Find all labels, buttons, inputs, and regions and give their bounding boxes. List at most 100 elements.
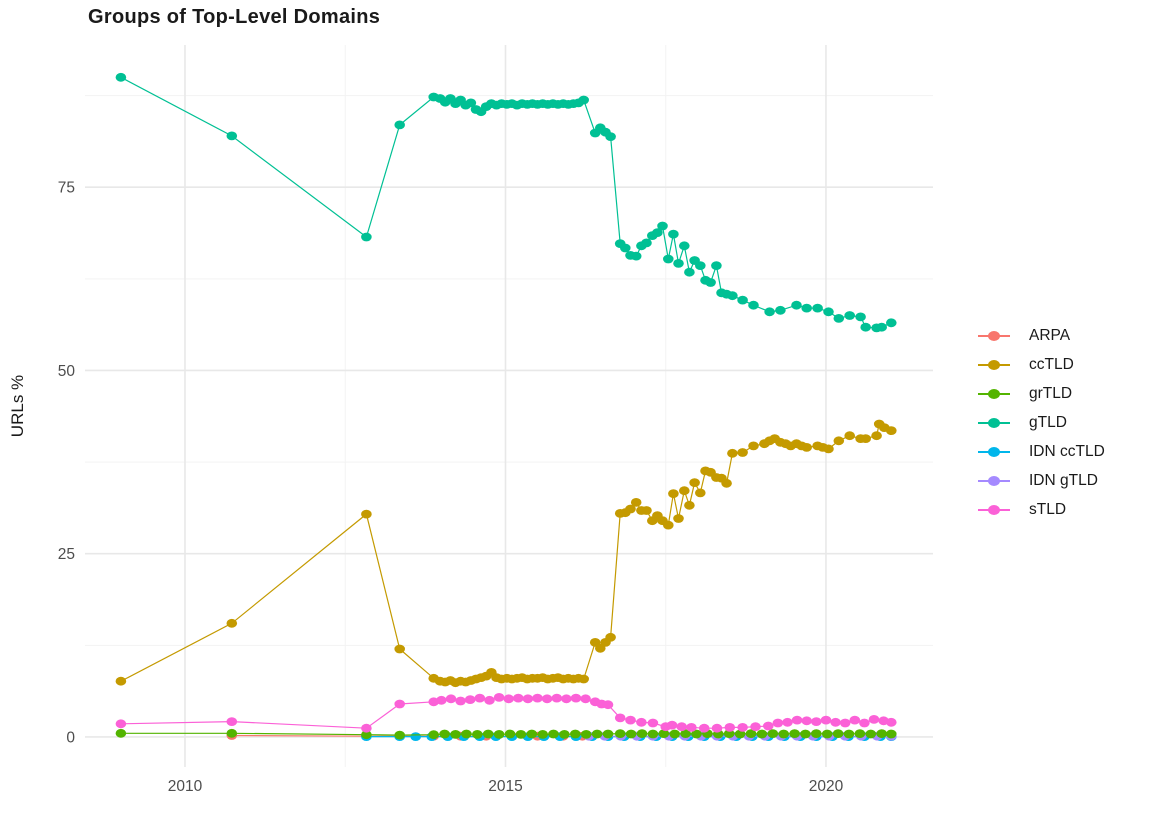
data-point	[865, 729, 877, 739]
legend-key-idn-cctld-icon	[978, 446, 1010, 457]
data-point	[647, 729, 659, 739]
data-point	[657, 221, 668, 231]
legend-key-grtld-icon	[978, 388, 1010, 399]
data-point	[684, 267, 695, 277]
data-point	[578, 95, 589, 105]
data-point	[394, 120, 406, 130]
data-point	[578, 674, 589, 684]
data-point	[636, 717, 647, 727]
y-tick-label: 25	[58, 546, 75, 563]
legend-label: ARPA	[1029, 326, 1071, 344]
legend-item-arpa: ARPA	[978, 321, 1105, 350]
data-point	[591, 729, 603, 739]
data-point	[886, 426, 897, 435]
data-point	[636, 729, 648, 738]
data-point	[439, 729, 450, 739]
data-point	[464, 695, 476, 704]
data-point	[532, 693, 543, 703]
data-point	[570, 693, 582, 703]
legend-key-idn-gtld-icon	[978, 475, 1010, 486]
legend-label: IDN gTLD	[1029, 471, 1098, 489]
legend-label: sTLD	[1029, 500, 1067, 518]
data-point	[876, 322, 887, 332]
data-point	[854, 729, 866, 738]
data-point	[764, 307, 775, 317]
data-point	[679, 486, 690, 496]
data-point	[801, 716, 812, 726]
data-point	[625, 504, 636, 514]
data-point	[698, 723, 710, 733]
data-point	[482, 729, 494, 739]
data-point	[684, 500, 695, 510]
data-point	[394, 699, 406, 709]
data-point	[620, 243, 631, 253]
data-point	[791, 715, 803, 725]
data-point	[724, 723, 736, 732]
data-point	[789, 729, 800, 738]
data-point	[843, 729, 855, 739]
data-point	[410, 732, 422, 741]
data-point	[541, 694, 553, 704]
data-point	[504, 729, 516, 739]
data-point	[750, 722, 761, 732]
data-point	[772, 718, 784, 728]
data-point	[823, 444, 834, 454]
data-point	[727, 448, 738, 458]
data-point	[641, 238, 652, 248]
data-point	[474, 693, 486, 703]
data-point	[226, 717, 238, 726]
data-point	[849, 715, 861, 725]
legend-key-stld-icon	[978, 504, 1010, 515]
data-point	[832, 729, 844, 738]
data-point	[630, 251, 642, 261]
data-point	[361, 723, 372, 733]
x-tick-label: 2015	[488, 778, 522, 795]
data-point	[673, 259, 684, 268]
data-point	[823, 307, 834, 317]
data-point	[833, 314, 845, 323]
data-point	[580, 694, 591, 704]
data-point	[513, 693, 524, 703]
data-point	[737, 295, 748, 305]
data-point	[614, 713, 626, 723]
data-point	[445, 694, 457, 704]
data-point	[775, 305, 786, 315]
data-point	[727, 291, 738, 301]
data-point	[695, 261, 706, 270]
data-point	[115, 719, 127, 729]
data-point	[647, 718, 659, 728]
data-point	[115, 728, 127, 738]
legend-item-idn-cctld: IDN ccTLD	[978, 437, 1105, 466]
data-point	[801, 443, 812, 452]
data-point	[465, 98, 477, 108]
data-point	[801, 303, 812, 313]
legend-label: gTLD	[1029, 413, 1067, 431]
data-point	[833, 436, 845, 446]
data-point	[691, 729, 702, 739]
data-point	[625, 715, 636, 725]
data-point	[361, 509, 372, 519]
data-point	[745, 729, 757, 738]
legend-key-cctld-icon	[978, 359, 1010, 370]
data-point	[886, 729, 897, 739]
data-point	[668, 489, 679, 498]
data-point	[551, 693, 563, 703]
data-point	[455, 696, 466, 706]
x-tick-label: 2020	[809, 778, 844, 795]
page-title: Groups of Top-Level Domains	[88, 6, 381, 28]
legend-item-gtld: gTLD	[978, 408, 1105, 437]
data-point	[868, 715, 880, 724]
data-point	[537, 730, 548, 739]
data-point	[493, 730, 505, 739]
data-point	[561, 694, 572, 704]
x-tick-label: 2010	[168, 778, 203, 795]
data-point	[711, 723, 723, 733]
data-point	[115, 676, 127, 686]
data-point	[461, 729, 472, 739]
data-point	[748, 300, 759, 310]
data-point	[820, 715, 832, 725]
data-point	[737, 723, 748, 732]
data-point	[605, 632, 616, 642]
data-point	[821, 729, 833, 739]
